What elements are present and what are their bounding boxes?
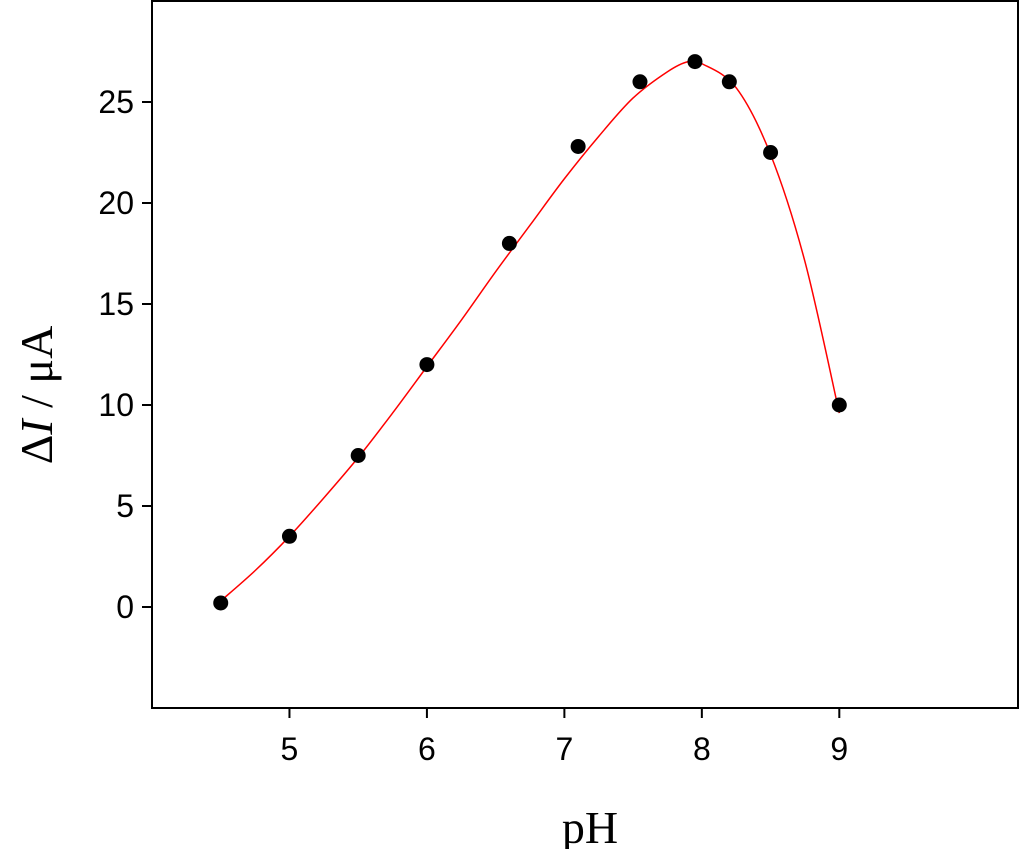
data-point: [501, 235, 517, 251]
data-point: [831, 397, 847, 413]
y-tick-label: 5: [116, 488, 134, 524]
x-tick-label: 5: [281, 731, 299, 767]
data-point: [213, 595, 229, 611]
data-point: [281, 528, 297, 544]
data-point: [632, 74, 648, 90]
y-tick-label: 10: [98, 387, 134, 423]
x-tick-label: 8: [693, 731, 711, 767]
x-axis-title: pH: [562, 802, 618, 849]
y-axis-title-delta: Δ: [11, 435, 62, 465]
y-axis-title-unit: / μA: [11, 326, 62, 420]
data-point: [350, 448, 366, 463]
data-point: [419, 357, 435, 373]
data-point: [570, 138, 586, 154]
y-tick-label: 0: [116, 589, 134, 625]
y-tick-label: 20: [98, 185, 134, 221]
y-axis-title: ΔI / μA: [11, 326, 62, 465]
y-tick-label: 15: [98, 286, 134, 322]
fit-curve: [220, 59, 841, 602]
x-tick-label: 6: [418, 731, 436, 767]
y-axis-title-symbol: I: [11, 417, 62, 436]
x-axis-ticks: 5 6 7 8 9: [281, 708, 848, 767]
data-point: [721, 74, 737, 90]
x-tick-label: 9: [830, 731, 848, 767]
data-point: [763, 145, 779, 160]
x-tick-label: 7: [555, 731, 573, 767]
y-axis-ticks: 0 5 10 15 20 25: [98, 84, 152, 625]
fit-curve-layer: [220, 59, 841, 602]
plot-frame: [151, 0, 1019, 709]
y-tick-label: 25: [98, 84, 134, 120]
data-point: [687, 54, 703, 70]
data-points-layer: [213, 54, 847, 611]
